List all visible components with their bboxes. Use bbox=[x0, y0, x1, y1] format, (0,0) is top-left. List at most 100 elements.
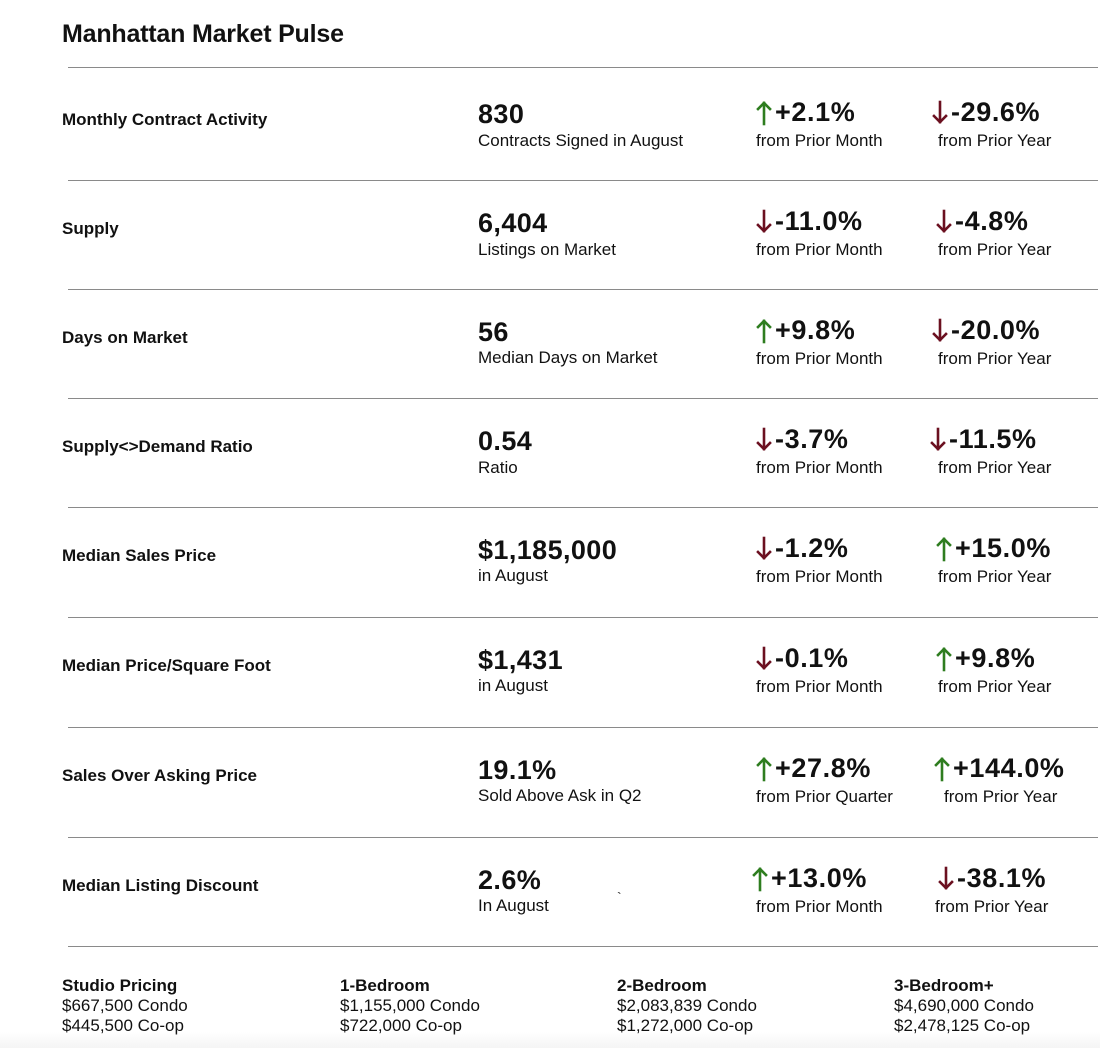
divider bbox=[68, 946, 1098, 947]
metric-row-median-price-per-square-foot: Median Price/Square Foot $1,431 in Augus… bbox=[0, 638, 1100, 747]
change-prior-year: -11.5% from Prior Year bbox=[930, 424, 1051, 478]
arrow-up-icon bbox=[936, 536, 952, 561]
change-percent: +144.0% bbox=[953, 753, 1065, 783]
change-prior-year: -4.8% from Prior Year bbox=[936, 206, 1051, 260]
change-caption: from Prior Month bbox=[756, 131, 883, 150]
pricing-studio: Studio Pricing $667,500 Condo $445,500 C… bbox=[62, 976, 188, 1036]
pricing-coop: $1,272,000 Co-op bbox=[617, 1016, 754, 1035]
page-title: Manhattan Market Pulse bbox=[62, 20, 344, 48]
change-prior-year: -20.0% from Prior Year bbox=[932, 315, 1051, 369]
arrow-down-icon bbox=[930, 427, 946, 451]
change-percent: -0.1% bbox=[775, 643, 849, 673]
divider bbox=[68, 837, 1098, 838]
change-caption: from Prior Year bbox=[944, 787, 1058, 806]
change-percent: +27.8% bbox=[775, 753, 871, 783]
metric-row-monthly-contract-activity: Monthly Contract Activity 830 Contracts … bbox=[0, 92, 1100, 201]
change-percent: -11.0% bbox=[775, 206, 863, 236]
pricing-2-bedroom: 2-Bedroom $2,083,839 Condo $1,272,000 Co… bbox=[617, 976, 757, 1036]
metric-subtitle: Listings on Market bbox=[478, 240, 616, 259]
metric-value: $1,431 bbox=[478, 645, 563, 675]
metric-subtitle: Median Days on Market bbox=[478, 348, 658, 367]
change-prior-period: -1.2% from Prior Month bbox=[756, 533, 883, 587]
metric-value: 19.1% bbox=[478, 755, 557, 785]
arrow-down-icon bbox=[756, 209, 772, 233]
metric-subtitle: Ratio bbox=[478, 458, 518, 477]
pricing-condo: $1,155,000 Condo bbox=[340, 996, 480, 1015]
metric-label: Supply<>Demand Ratio bbox=[62, 437, 253, 456]
change-percent: +2.1% bbox=[775, 97, 856, 127]
change-prior-year: +144.0% from Prior Year bbox=[934, 753, 1065, 807]
bottom-fade bbox=[0, 1032, 1100, 1048]
metric-subtitle: Contracts Signed in August bbox=[478, 131, 684, 150]
metric-row-sales-over-asking-price: Sales Over Asking Price 19.1% Sold Above… bbox=[0, 748, 1100, 857]
arrow-down-icon bbox=[756, 427, 772, 451]
change-caption: from Prior Year bbox=[935, 897, 1049, 916]
pricing-title: Studio Pricing bbox=[62, 976, 178, 995]
divider bbox=[68, 398, 1098, 399]
change-caption: from Prior Quarter bbox=[756, 787, 893, 806]
change-percent: +9.8% bbox=[955, 643, 1036, 673]
arrow-up-icon bbox=[756, 756, 772, 781]
pricing-title: 2-Bedroom bbox=[617, 976, 707, 995]
metric-value: 0.54 bbox=[478, 426, 533, 456]
divider bbox=[68, 727, 1098, 728]
metric-label: Median Price/Square Foot bbox=[62, 656, 271, 675]
change-caption: from Prior Month bbox=[756, 567, 883, 586]
metric-subtitle: in August bbox=[478, 566, 548, 585]
change-caption: from Prior Year bbox=[938, 131, 1052, 150]
arrow-down-icon bbox=[756, 536, 772, 560]
change-percent: -4.8% bbox=[955, 206, 1029, 236]
metric-subtitle: in August bbox=[478, 676, 548, 695]
arrow-down-icon bbox=[938, 866, 954, 890]
change-caption: from Prior Year bbox=[938, 567, 1052, 586]
divider bbox=[68, 180, 1098, 181]
metric-value: 2.6% bbox=[478, 865, 542, 895]
pricing-condo: $667,500 Condo bbox=[62, 996, 188, 1015]
metric-row-supply: Supply 6,404 Listings on Market -11.0% f… bbox=[0, 201, 1100, 310]
change-prior-period: +13.0% from Prior Month bbox=[752, 863, 883, 917]
change-percent: -11.5% bbox=[949, 424, 1037, 454]
change-percent: +13.0% bbox=[771, 863, 867, 893]
change-percent: -20.0% bbox=[951, 315, 1041, 345]
change-percent: -29.6% bbox=[951, 97, 1041, 127]
metric-row-median-listing-discount: Median Listing Discount 2.6% In August +… bbox=[0, 858, 1100, 967]
divider bbox=[68, 507, 1098, 508]
arrow-down-icon bbox=[932, 100, 948, 124]
pricing-title: 1-Bedroom bbox=[340, 976, 430, 995]
change-percent: +15.0% bbox=[955, 533, 1051, 563]
change-prior-year: +9.8% from Prior Year bbox=[936, 643, 1051, 697]
change-percent: +9.8% bbox=[775, 315, 856, 345]
change-caption: from Prior Month bbox=[756, 349, 883, 368]
metric-label: Median Sales Price bbox=[62, 546, 217, 565]
change-prior-year: -29.6% from Prior Year bbox=[932, 97, 1051, 151]
metric-value: 6,404 bbox=[478, 208, 548, 238]
metric-label: Monthly Contract Activity bbox=[62, 110, 268, 129]
pricing-condo: $2,083,839 Condo bbox=[617, 996, 757, 1015]
divider bbox=[68, 617, 1098, 618]
change-caption: from Prior Month bbox=[756, 458, 883, 477]
arrow-down-icon bbox=[756, 646, 772, 670]
change-caption: from Prior Year bbox=[938, 349, 1052, 368]
change-percent: -38.1% bbox=[957, 863, 1047, 893]
change-percent: -3.7% bbox=[775, 424, 849, 454]
pricing-title: 3-Bedroom+ bbox=[894, 976, 994, 995]
metric-subtitle: In August bbox=[478, 896, 549, 915]
arrow-up-icon bbox=[752, 866, 768, 891]
change-prior-period: -11.0% from Prior Month bbox=[756, 206, 883, 260]
pricing-coop: $445,500 Co-op bbox=[62, 1016, 184, 1035]
change-caption: from Prior Year bbox=[938, 677, 1052, 696]
divider bbox=[68, 289, 1098, 290]
pricing-3-bedroom-plus: 3-Bedroom+ $4,690,000 Condo $2,478,125 C… bbox=[894, 976, 1034, 1036]
metric-value: 830 bbox=[478, 99, 525, 129]
divider bbox=[68, 67, 1098, 68]
stray-mark: ` bbox=[617, 889, 622, 905]
metric-row-supply-demand-ratio: Supply<>Demand Ratio 0.54 Ratio -3.7% fr… bbox=[0, 419, 1100, 528]
arrow-down-icon bbox=[932, 318, 948, 342]
change-caption: from Prior Month bbox=[756, 897, 883, 916]
metric-value: 56 bbox=[478, 317, 509, 347]
arrow-up-icon bbox=[934, 756, 950, 781]
pricing-coop: $722,000 Co-op bbox=[340, 1016, 462, 1035]
metric-label: Median Listing Discount bbox=[62, 876, 259, 895]
metric-value: $1,185,000 bbox=[478, 535, 618, 565]
change-prior-period: +27.8% from Prior Quarter bbox=[756, 753, 893, 807]
